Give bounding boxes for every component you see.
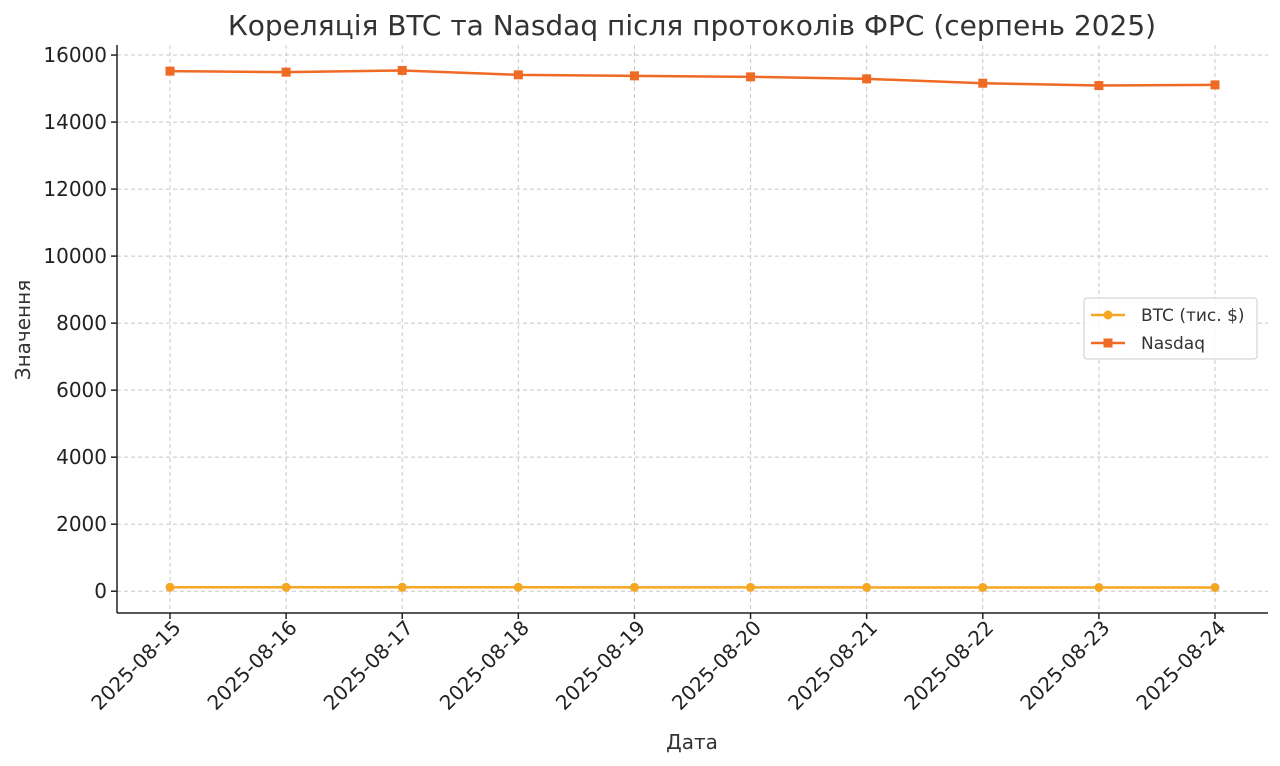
series-1-point <box>165 582 175 592</box>
x-tick-label: 2025-08-21 <box>783 616 882 715</box>
series-1-point <box>978 582 988 592</box>
series-1-point <box>862 582 872 592</box>
legend-label-2: Nasdaq <box>1141 334 1205 354</box>
y-tick-label: 16000 <box>43 43 107 67</box>
legend-label-1: BTC (тис. $) <box>1141 306 1245 326</box>
series-1-point <box>629 582 639 592</box>
x-tick-label: 2025-08-17 <box>319 616 418 715</box>
x-tick-label: 2025-08-19 <box>551 616 650 715</box>
series-2-point <box>1094 81 1104 91</box>
x-tick-label: 2025-08-23 <box>1015 616 1114 715</box>
y-tick-label: 8000 <box>56 311 107 335</box>
x-tick-label: 2025-08-24 <box>1131 616 1230 715</box>
y-tick-label: 6000 <box>56 378 107 402</box>
axes: 0 2000 4000 6000 8000 10000 12000 14000 16000 202… <box>43 43 1268 715</box>
series-2-point <box>397 65 407 75</box>
series-2-point <box>862 74 872 84</box>
x-tick-label: 2025-08-20 <box>667 616 766 715</box>
series-layer <box>165 65 1220 592</box>
series-2-point <box>978 78 988 88</box>
legend-marker-1 <box>1103 310 1113 320</box>
series-1-point <box>746 582 756 592</box>
legend: BTC (тис. $) Nasdaq <box>1083 297 1258 360</box>
legend-marker-2 <box>1103 338 1113 348</box>
series-2-point <box>513 70 523 80</box>
series-2-point <box>746 72 756 82</box>
y-tick-label: 2000 <box>56 512 107 536</box>
y-tick-label: 12000 <box>43 177 107 201</box>
series-1-point <box>513 582 523 592</box>
x-tick-label: 2025-08-16 <box>202 616 301 715</box>
y-tick-label: 4000 <box>56 445 107 469</box>
series-2-point <box>629 71 639 81</box>
x-tick-label: 2025-08-15 <box>86 616 185 715</box>
series-2-point <box>1210 80 1220 90</box>
series-2-point <box>165 66 175 76</box>
chart-title: Кореляція BTC та Nasdaq після протоколів… <box>228 9 1156 42</box>
legend-box <box>1083 297 1258 360</box>
series-1-point <box>281 582 291 592</box>
series-line-2 <box>169 69 1216 87</box>
x-tick-label: 2025-08-18 <box>435 616 534 715</box>
x-axis-title: Дата <box>666 730 718 754</box>
series-1-point <box>1094 582 1104 592</box>
y-tick-label: 0 <box>94 579 107 603</box>
series-1-point <box>397 582 407 592</box>
series-1-point <box>1210 582 1220 592</box>
y-tick-label: 14000 <box>43 110 107 134</box>
y-tick-label: 10000 <box>43 244 107 268</box>
grid <box>117 45 1268 613</box>
x-tick-label: 2025-08-22 <box>899 616 998 715</box>
series-2-point <box>281 67 291 77</box>
y-axis-title: Значення <box>11 280 35 380</box>
